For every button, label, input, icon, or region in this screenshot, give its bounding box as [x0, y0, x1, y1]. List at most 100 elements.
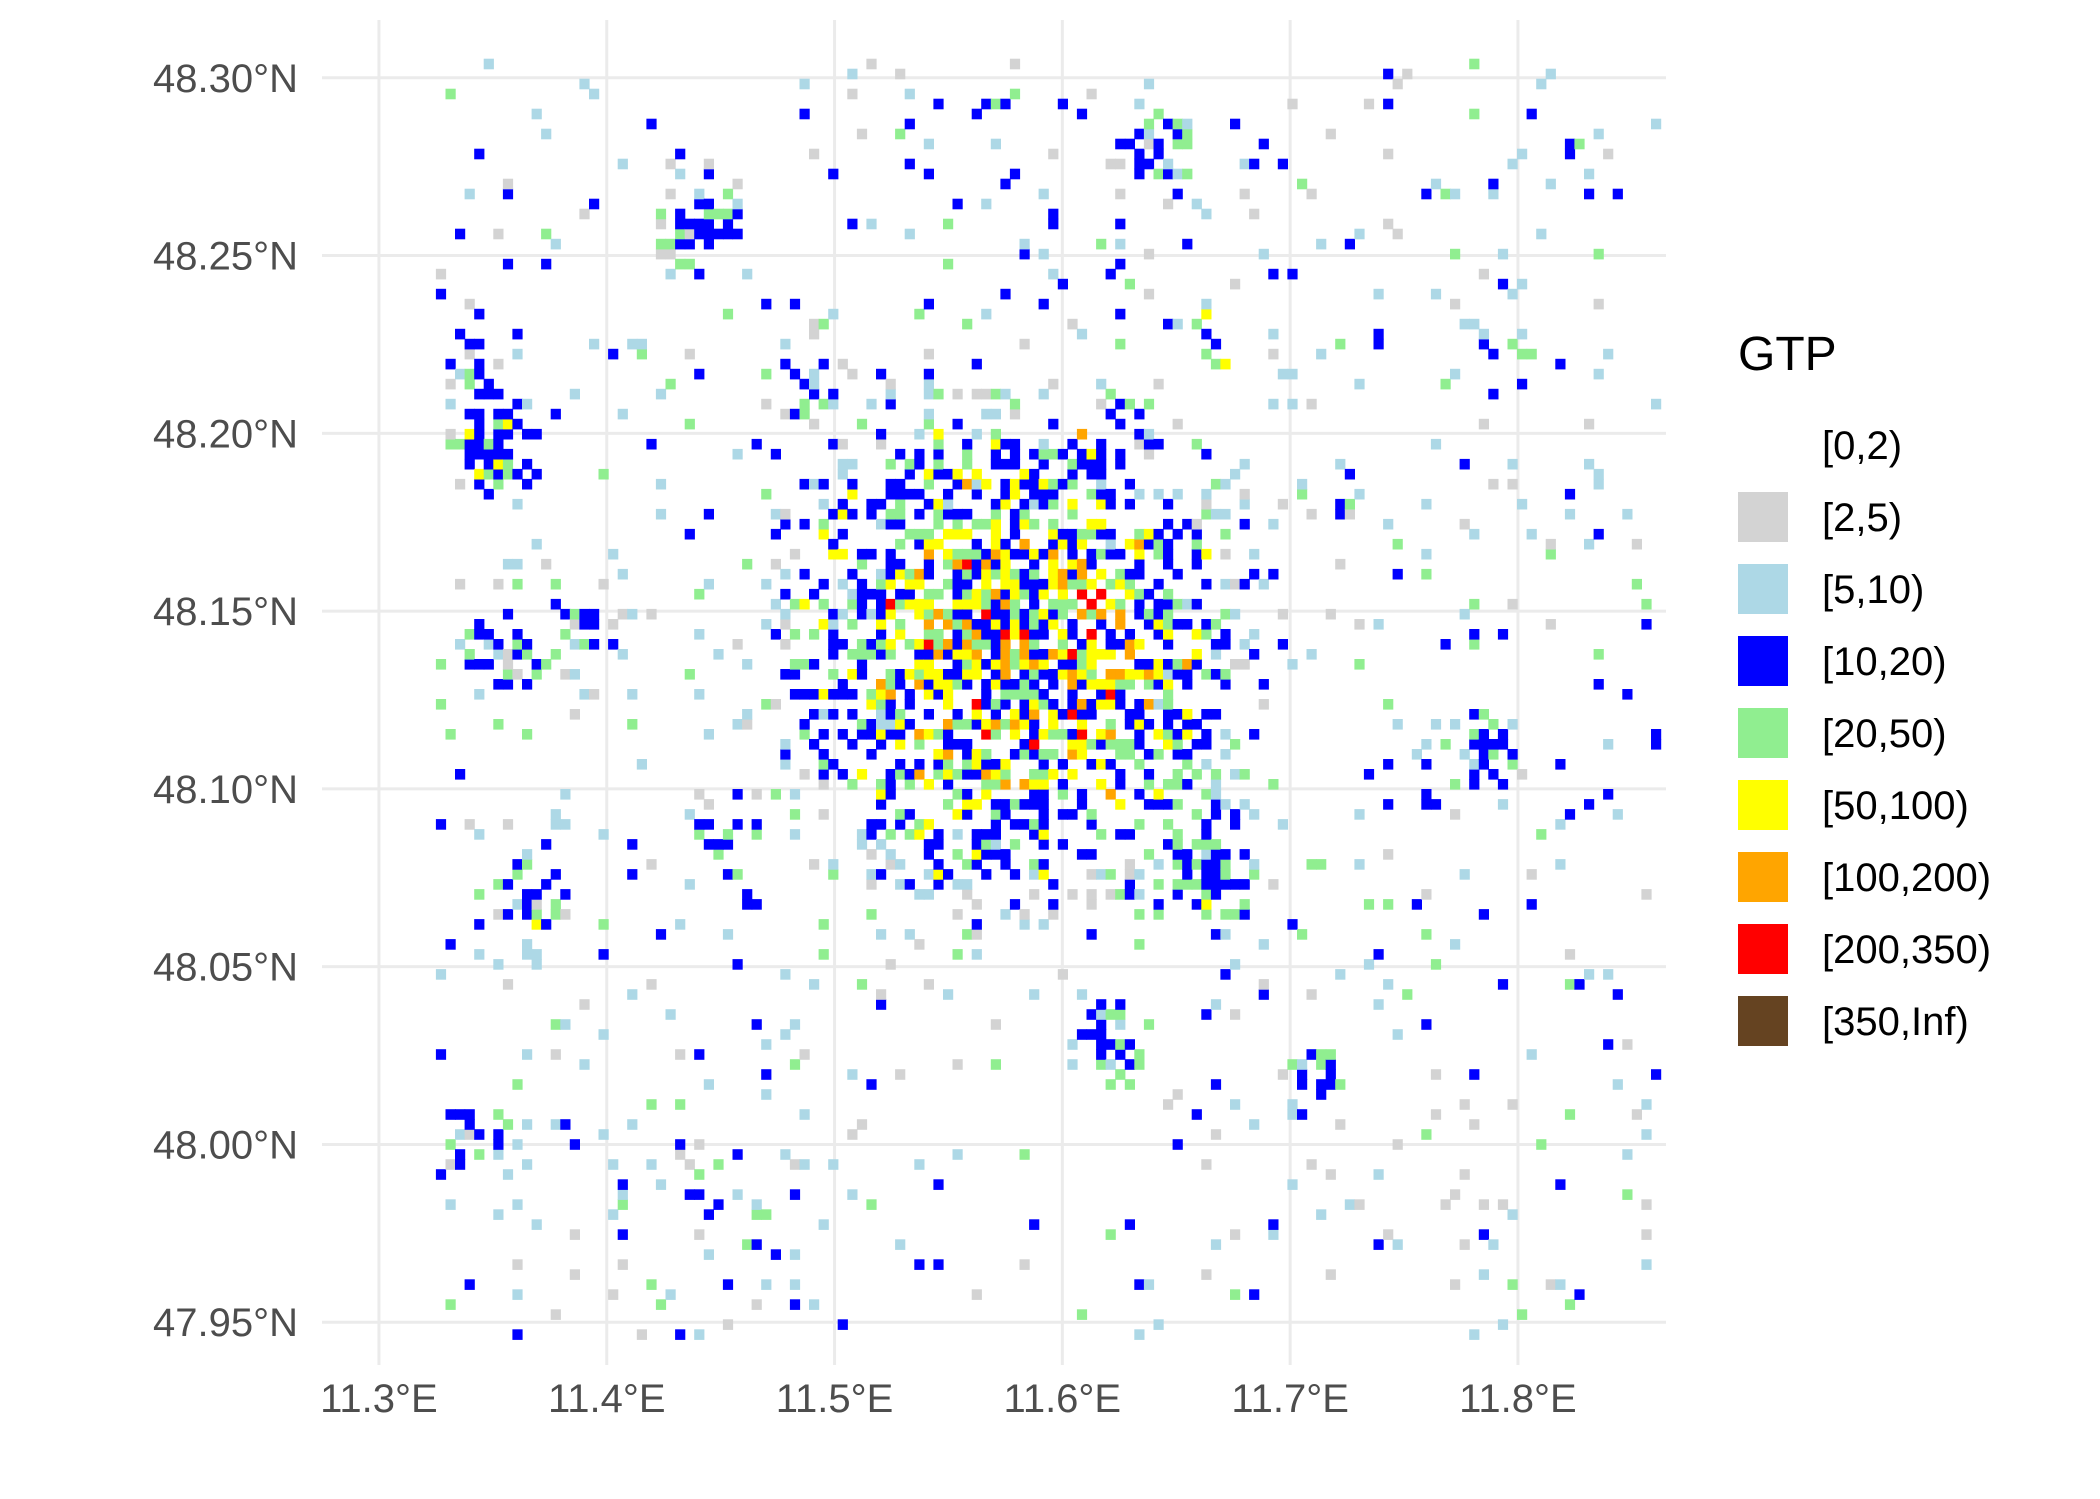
raster-cell	[1019, 498, 1030, 510]
raster-cell	[1373, 1239, 1384, 1250]
raster-cell	[789, 1059, 801, 1070]
raster-cell	[990, 669, 1001, 680]
raster-cell	[1210, 769, 1222, 780]
raster-cell	[512, 348, 523, 360]
raster-cell	[1249, 859, 1260, 870]
raster-cell	[981, 729, 992, 740]
raster-cell	[933, 759, 944, 770]
raster-cell	[1067, 598, 1078, 610]
raster-cell	[1526, 1049, 1537, 1060]
raster-cell	[1096, 1009, 1107, 1020]
raster-cell	[1048, 488, 1059, 500]
raster-cell	[732, 178, 743, 190]
raster-cell	[1134, 1329, 1145, 1340]
raster-cell	[474, 619, 485, 630]
raster-cell	[990, 448, 1001, 460]
raster-cell	[1143, 158, 1155, 170]
raster-cell	[1086, 679, 1097, 690]
raster-cell	[1096, 699, 1107, 710]
raster-cell	[1287, 919, 1298, 930]
raster-cell	[1239, 188, 1250, 200]
raster-cell	[1651, 118, 1662, 130]
raster-cell	[1124, 649, 1135, 660]
raster-cell	[694, 198, 705, 210]
raster-cell	[1143, 128, 1155, 140]
raster-cell	[923, 619, 934, 630]
raster-cell	[1086, 759, 1097, 770]
raster-cell	[952, 508, 963, 520]
raster-cell	[1000, 488, 1011, 500]
raster-cell	[675, 1139, 686, 1150]
raster-cell	[1115, 829, 1126, 840]
raster-cell	[579, 208, 590, 220]
raster-cell	[1230, 819, 1241, 830]
raster-cell	[502, 909, 514, 920]
raster-cell	[1450, 719, 1461, 730]
raster-cell	[1153, 909, 1164, 920]
raster-cell	[1641, 1099, 1652, 1110]
raster-cell	[1172, 138, 1183, 150]
raster-cell	[694, 1229, 705, 1240]
legend-label: [50,100)	[1822, 784, 1969, 828]
raster-cell	[493, 468, 504, 480]
raster-cell	[1555, 819, 1566, 830]
raster-cell	[1268, 1229, 1279, 1240]
raster-cell	[1545, 68, 1556, 80]
raster-cell	[1210, 669, 1222, 680]
raster-cell	[703, 238, 714, 250]
raster-cell	[1584, 969, 1595, 980]
raster-cell	[809, 318, 820, 330]
raster-cell	[1526, 528, 1537, 540]
raster-cell	[761, 1069, 772, 1080]
raster-cell	[1057, 528, 1068, 540]
raster-cell	[828, 759, 839, 770]
raster-cell	[971, 548, 982, 560]
raster-cell	[1153, 528, 1164, 540]
raster-cell	[455, 1109, 466, 1120]
raster-cell	[1134, 789, 1145, 800]
raster-cell	[1469, 629, 1480, 640]
raster-cell	[1383, 799, 1394, 810]
raster-cell	[1076, 588, 1088, 600]
raster-cell	[1000, 568, 1011, 580]
raster-cell	[1086, 608, 1097, 620]
raster-cell	[474, 659, 485, 670]
raster-cell	[1287, 659, 1298, 670]
raster-cell	[866, 588, 877, 600]
raster-cell	[1172, 659, 1183, 670]
raster-cell	[493, 448, 504, 460]
raster-cell	[445, 1109, 456, 1120]
raster-cell	[1593, 298, 1604, 310]
legend-swatch	[1738, 636, 1788, 686]
raster-cell	[933, 639, 944, 650]
raster-cell	[636, 1329, 647, 1340]
raster-cell	[1048, 528, 1059, 540]
raster-cell	[923, 608, 934, 620]
raster-cell	[464, 428, 475, 440]
raster-cell	[847, 588, 858, 600]
raster-cell	[1373, 619, 1384, 630]
raster-cell	[1048, 598, 1059, 610]
raster-cell	[1057, 839, 1068, 850]
raster-cell	[962, 629, 973, 640]
raster-cell	[474, 889, 485, 900]
raster-cell	[1478, 418, 1489, 430]
raster-cell	[885, 639, 896, 650]
raster-cell	[837, 679, 848, 690]
raster-cell	[789, 408, 801, 420]
raster-cell	[483, 438, 494, 450]
raster-cell	[1105, 739, 1116, 750]
raster-cell	[1153, 1319, 1164, 1330]
raster-cell	[1210, 839, 1222, 850]
raster-cell	[550, 1019, 561, 1030]
raster-cell	[1182, 138, 1193, 150]
raster-cell	[1239, 879, 1250, 890]
legend-item: [50,100)	[1738, 780, 1969, 830]
raster-cell	[923, 839, 934, 850]
raster-cell	[962, 879, 973, 890]
raster-cell	[1201, 328, 1212, 340]
raster-cell	[1038, 478, 1049, 490]
raster-cell	[1096, 1039, 1107, 1050]
legend-swatch	[1738, 708, 1788, 758]
raster-cell	[1421, 1019, 1432, 1030]
